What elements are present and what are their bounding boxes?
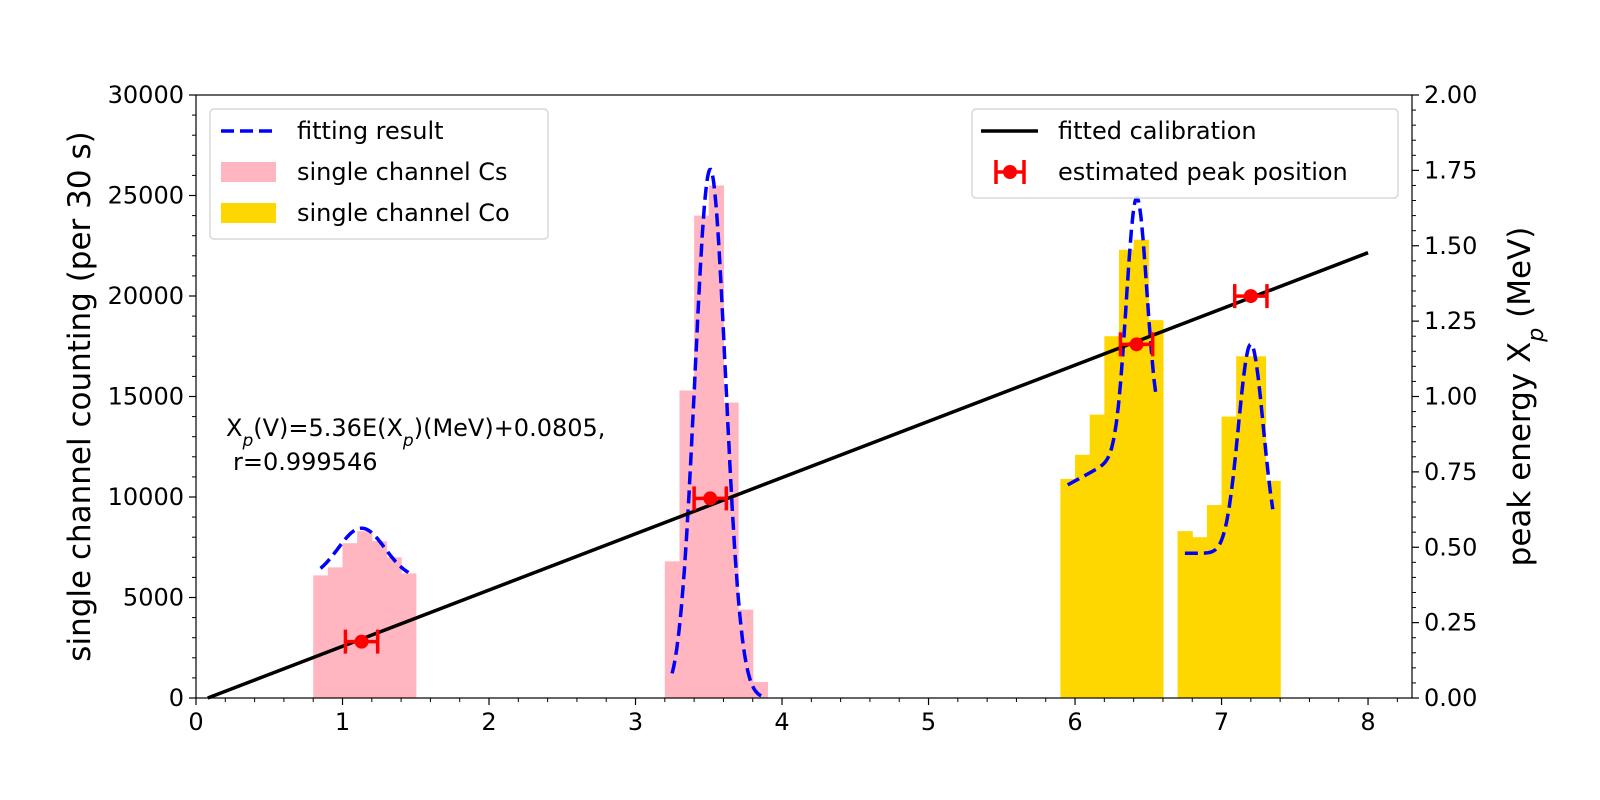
fit-curve-1 [670,167,765,699]
cs-bar-9 [694,215,710,698]
y2-tick-label: 1.00 [1424,383,1477,411]
legend-label: fitted calibration [1058,117,1257,145]
x-tick-label: 3 [628,708,643,736]
co-bar-0 [1060,478,1076,698]
co-bar-6 [1148,320,1164,698]
errorbar-marker [1129,337,1144,352]
cs-bar-11 [723,402,739,698]
cs-bar-4 [371,541,388,698]
peak-errorbar-2 [1118,332,1155,357]
fit-curve-0 [319,526,410,574]
legend-label: estimated peak position [1058,158,1348,186]
x-tick-label: 4 [774,708,789,736]
cs-bar-1 [327,567,344,698]
y-tick-label: 0 [169,684,184,712]
legend-left-entry-0: fitting result [221,117,444,145]
cs-bar-8 [679,390,695,698]
cs-bar-0 [313,575,329,698]
legend-swatch [221,162,276,182]
legend-label: single channel Cs [297,158,508,186]
co-bar-7 [1177,531,1193,698]
co-bar-9 [1206,505,1223,698]
peak-errorbar-1 [692,486,729,511]
x-tick-label: 0 [188,708,203,736]
y2-tick-label: 0.25 [1424,609,1477,637]
co-bar-11 [1236,356,1252,698]
legend-right: fitted calibration estimated peak positio… [971,108,1399,199]
co-bar-4 [1118,249,1135,698]
legend-label: fitting result [297,117,444,145]
y2-tick-label: 0.50 [1424,533,1477,561]
co-bar-1 [1075,454,1091,698]
tick-marks: 0 1 2 3 4 5 6 7 8 0 5000 10000 15000 20000 25000 30000 0… [108,81,1478,736]
errorbar-marker [703,491,718,506]
legend-swatch [221,203,276,223]
peak-errorbars [343,284,1269,654]
peak-errorbar-0 [343,629,380,654]
legend-left-entry-1: single channel Cs [221,158,508,186]
y-tick-label: 15000 [108,383,184,411]
y2-tick-label: 0.00 [1424,684,1477,712]
peak-errorbar-3 [1232,284,1269,309]
legend-left-entry-2: single channel Co [221,199,510,227]
co-bar-12 [1250,356,1267,698]
cs-bar-3 [357,531,373,698]
cs-bar-6 [401,573,417,698]
cs-bar-7 [664,561,681,698]
x-tick-label: 2 [481,708,496,736]
y-axis-label: single channel counting (per 30 s) [62,131,98,661]
y2-axis-label: peak energy Xp (MeV) [1502,227,1549,567]
cs-bar-10 [708,185,725,698]
y-tick-label: 20000 [108,282,184,310]
calibration-line-group [207,251,1369,700]
legend-frame [971,108,1399,199]
y2-tick-label: 1.75 [1424,156,1477,184]
y-tick-label: 30000 [108,81,184,109]
x-tick-label: 7 [1214,708,1229,736]
legend-left: fitting result single channel Cs single ch… [209,108,549,240]
co-bar-3 [1104,336,1120,698]
x-tick-label: 5 [921,708,936,736]
calibration-annotation: Xp(V)=5.36E(Xp)(MeV)+0.0805,r=0.999546 [226,414,605,476]
x-tick-label: 1 [335,708,350,736]
errorbar-marker [1243,289,1258,304]
y2-tick-label: 1.25 [1424,307,1477,335]
legend-right-entry-0: fitted calibration [981,117,1257,145]
legend-swatch [1003,165,1017,179]
annotation-line-1: Xp(V)=5.36E(Xp)(MeV)+0.0805, [226,414,605,451]
co-bar-5 [1133,239,1149,698]
legend-right-entry-1: estimated peak position [994,158,1348,186]
cs-bar-2 [342,543,358,698]
x-tick-label: 6 [1067,708,1082,736]
fit-curves [319,167,1275,699]
x-tick-label: 8 [1360,708,1375,736]
fit-curve-2 [1066,195,1158,487]
y2-tick-label: 2.00 [1424,81,1477,109]
y-tick-label: 5000 [123,584,184,612]
co-bar-8 [1192,537,1208,698]
errorbar-marker [354,634,369,649]
calibration-line [207,251,1369,700]
y-tick-label: 25000 [108,182,184,210]
annotation-line-2: r=0.999546 [233,448,378,476]
legend-frame [209,108,549,240]
co-bar-13 [1265,480,1281,698]
y2-tick-label: 1.50 [1424,232,1477,260]
legend-label: single channel Co [297,199,510,227]
y2-tick-label: 0.75 [1424,458,1477,486]
y-tick-label: 10000 [108,483,184,511]
fit-curve-3 [1184,342,1275,556]
co-bar-2 [1089,414,1105,698]
